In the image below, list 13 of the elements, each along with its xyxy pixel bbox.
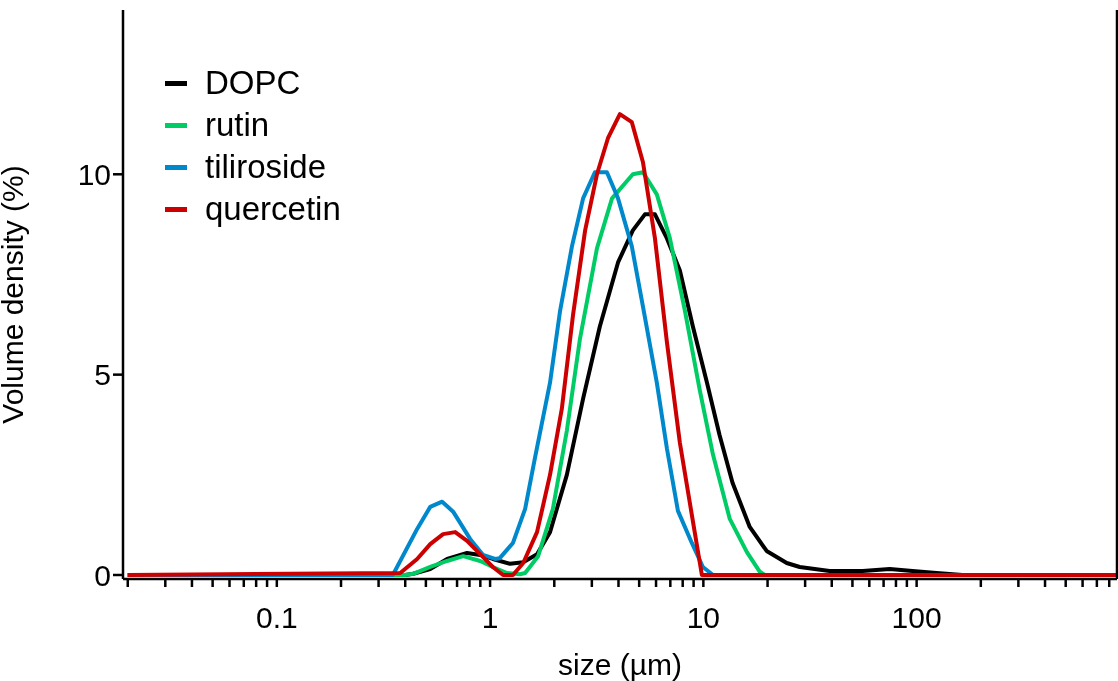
y-axis-title: Volume density (%): [0, 165, 29, 424]
x-tick-label: 100: [891, 601, 942, 635]
y-tick-label: 5: [94, 358, 111, 392]
legend-label: tiliroside: [205, 147, 327, 187]
legend-label: DOPC: [205, 63, 301, 103]
x-axis-title: size (µm): [558, 648, 682, 681]
y-tick-label: 10: [77, 157, 111, 191]
x-tick-label: 0.1: [255, 601, 298, 635]
x-tick-label: 1: [481, 601, 499, 635]
legend-label: quercetin: [205, 189, 341, 229]
y-tick-label: 0: [94, 558, 111, 592]
x-tick-label: 10: [686, 601, 721, 635]
legend-label: rutin: [205, 105, 270, 145]
